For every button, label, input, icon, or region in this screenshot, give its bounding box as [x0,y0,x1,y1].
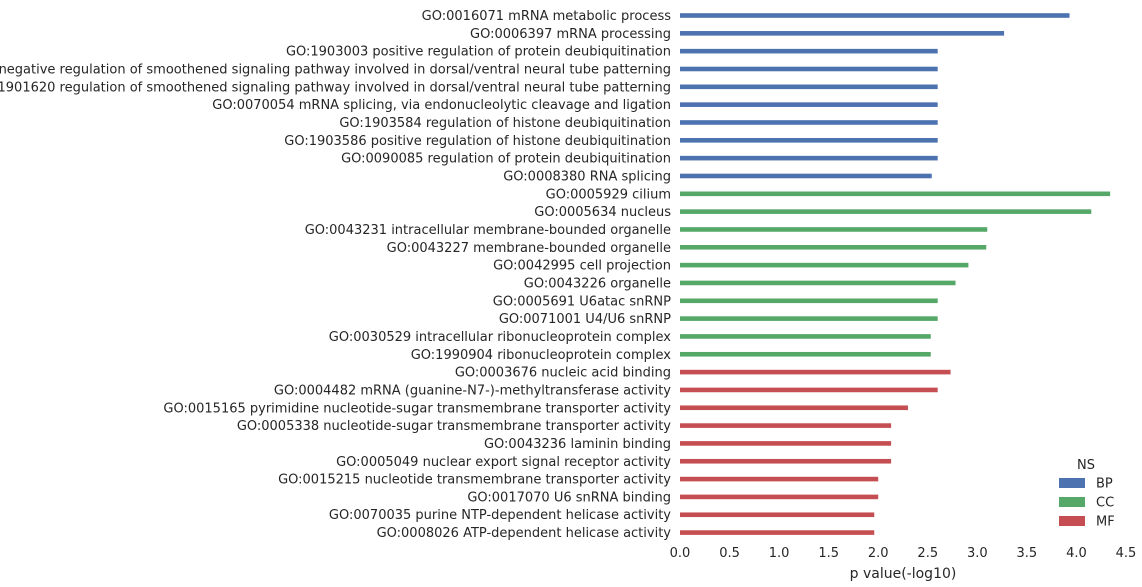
legend-swatch-mf [1059,516,1085,526]
category-label: GO:0043236 laminin binding [484,437,671,452]
x-tick-label: 4.0 [1066,546,1087,561]
category-label: GO:0005691 U6atac snRNP [493,294,671,309]
bar-mf [680,387,938,393]
bar-mf [680,512,875,518]
category-label: GO:0070054 mRNA splicing, via endonucleo… [212,98,671,113]
bar-cc [680,209,1092,214]
category-label: GO:0008026 ATP-dependent helicase activi… [377,526,672,541]
bar-mf [680,530,875,535]
category-label: GO:0016071 mRNA metabolic process [422,9,672,24]
bar-bp [680,31,1005,36]
category-label: GO:0003676 nucleic acid binding [455,366,671,381]
category-label: GO:0030529 intracellular ribonucleoprote… [329,330,672,345]
category-label: GO:0043226 organelle [524,276,671,291]
x-tick-label: 1.5 [818,546,839,561]
x-tick-label: 0.0 [670,546,691,561]
category-label: GO:1990904 ribonucleoprotein complex [411,348,672,363]
bar-cc [680,191,1111,197]
x-axis-ticks: 0.0 0.5 1.0 1.5 2.0 2.5 3.0 3.5 4.0 4.5 [670,546,1137,561]
category-label: GO:1901620 regulation of smoothened sign… [0,80,671,95]
category-label: GO:1903586 positive regulation of histon… [284,134,671,149]
bars-layer [680,13,1111,535]
x-tick-label: 3.5 [1017,546,1038,561]
bar-bp [680,48,938,54]
category-label: GO:0005049 nuclear export signal recepto… [336,455,671,470]
category-label: GO:1901621 negative regulation of smooth… [0,62,671,77]
bar-bp [680,120,938,125]
category-label: GO:0015215 nucleotide transmembrane tran… [278,473,671,488]
x-tick-label: 2.5 [917,546,938,561]
category-label: GO:0005929 cilium [546,187,671,202]
category-label: GO:0008380 RNA splicing [503,169,671,184]
bar-cc [680,244,987,250]
legend-entries: BP CC MF [1059,477,1115,530]
x-tick-label: 1.0 [769,546,790,561]
category-label: GO:1903584 regulation of histone deubiqu… [339,116,671,131]
legend-title: NS [1077,458,1095,473]
bar-cc [680,262,969,268]
bar-mf [680,441,892,446]
bar-cc [680,298,938,304]
bar-mf [680,476,879,482]
category-label: GO:0015165 pyrimidine nucleotide-sugar t… [163,401,671,416]
category-label: GO:1903003 positive regulation of protei… [286,45,671,60]
category-label: GO:0070035 purine NTP-dependent helicase… [329,508,671,523]
category-label: GO:0043227 membrane-bounded organelle [387,241,671,256]
bar-mf [680,369,951,375]
bar-cc [680,227,988,232]
bar-bp [680,84,938,90]
bar-bp [680,138,938,143]
x-tick-label: 3.0 [967,546,988,561]
x-tick-label: 0.5 [719,546,740,561]
legend-swatch-cc [1059,497,1085,507]
bar-bp [680,155,938,161]
category-label: GO:0042995 cell projection [493,259,671,274]
bar-bp [680,173,932,179]
legend: NS BP CC MF [1059,458,1115,530]
bar-cc [680,351,931,357]
x-tick-label: 2.0 [868,546,889,561]
legend-swatch-bp [1059,478,1085,488]
bar-mf [680,423,892,428]
category-label: GO:0005338 nucleotide-sugar transmembran… [237,419,671,434]
x-tick-label: 4.5 [1116,546,1137,561]
bar-cc [680,334,931,339]
bar-cc [680,316,938,321]
category-label: GO:0043231 intracellular membrane-bounde… [305,223,671,238]
legend-label-cc: CC [1096,496,1114,511]
bar-cc [680,280,956,286]
bar-mf [680,405,908,411]
bar-mf [680,494,879,500]
category-label: GO:0071001 U4/U6 snRNP [499,312,671,327]
legend-label-bp: BP [1096,477,1113,492]
bar-mf [680,458,892,464]
category-label: GO:0006397 mRNA processing [470,27,671,42]
bar-bp [680,66,938,72]
legend-label-mf: MF [1096,515,1115,530]
x-axis-label: p value(-log10) [850,566,957,582]
bar-bp [680,102,938,107]
category-label: GO:0004482 mRNA (guanine-N7-)-methyltran… [274,383,671,398]
category-label: GO:0005634 nucleus [534,205,671,220]
category-label: GO:0090085 regulation of protein deubiqu… [341,152,671,167]
category-labels: GO:0016071 mRNA metabolic process GO:0006… [0,9,671,541]
bar-bp [680,13,1070,18]
category-label: GO:0017070 U6 snRNA binding [467,490,671,505]
